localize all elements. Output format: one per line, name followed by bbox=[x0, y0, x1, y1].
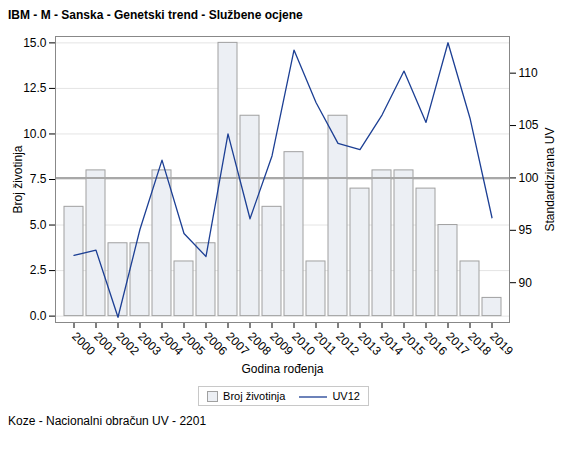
svg-text:95: 95 bbox=[519, 223, 533, 237]
svg-text:105: 105 bbox=[519, 118, 539, 132]
svg-text:12.5: 12.5 bbox=[23, 81, 47, 95]
svg-text:2000: 2000 bbox=[69, 329, 98, 358]
html-text:IBM - M - Sanska - Genetski tr: IBM - M - Sanska - Genetski trend - Služ… bbox=[8, 8, 303, 22]
svg-text:2017: 2017 bbox=[443, 329, 472, 358]
svg-text:2001: 2001 bbox=[91, 329, 120, 358]
svg-text:2008: 2008 bbox=[245, 329, 274, 358]
svg-text:2016: 2016 bbox=[421, 329, 450, 358]
svg-text:Godina rođenja: Godina rođenja bbox=[241, 362, 323, 376]
svg-text:Standardizirana UV: Standardizirana UV bbox=[543, 127, 557, 231]
svg-text:10.0: 10.0 bbox=[23, 127, 47, 141]
svg-text:2006: 2006 bbox=[201, 329, 230, 358]
html-text:Broj životinja: Broj životinja bbox=[223, 390, 286, 402]
svg-text:Broj životinja: Broj životinja bbox=[11, 145, 25, 213]
svg-text:2003: 2003 bbox=[135, 329, 164, 358]
svg-text:2015: 2015 bbox=[399, 329, 428, 358]
svg-text:100: 100 bbox=[519, 171, 539, 185]
html-text:Koze - Nacionalni obračun UV -: Koze - Nacionalni obračun UV - 2201 bbox=[8, 414, 207, 428]
svg-text:2.5: 2.5 bbox=[30, 263, 47, 277]
svg-text:2014: 2014 bbox=[377, 329, 406, 358]
svg-text:7.5: 7.5 bbox=[30, 172, 47, 186]
svg-text:15.0: 15.0 bbox=[23, 36, 47, 50]
svg-text:2005: 2005 bbox=[179, 329, 208, 358]
svg-text:2004: 2004 bbox=[157, 329, 186, 358]
svg-text:2018: 2018 bbox=[465, 329, 494, 358]
svg-text:2012: 2012 bbox=[333, 329, 362, 358]
svg-text:2007: 2007 bbox=[223, 329, 252, 358]
svg-text:5.0: 5.0 bbox=[30, 218, 47, 232]
svg-text:2013: 2013 bbox=[355, 329, 384, 358]
html-text:UV12: UV12 bbox=[332, 390, 360, 402]
svg-text:110: 110 bbox=[519, 66, 538, 80]
svg-text:0.0: 0.0 bbox=[30, 309, 47, 323]
svg-text:2019: 2019 bbox=[487, 329, 516, 358]
svg-text:2009: 2009 bbox=[267, 329, 296, 358]
svg-text:2010: 2010 bbox=[289, 329, 318, 358]
svg-text:90: 90 bbox=[519, 276, 533, 290]
svg-text:2011: 2011 bbox=[311, 329, 339, 357]
svg-text:2002: 2002 bbox=[113, 329, 142, 358]
